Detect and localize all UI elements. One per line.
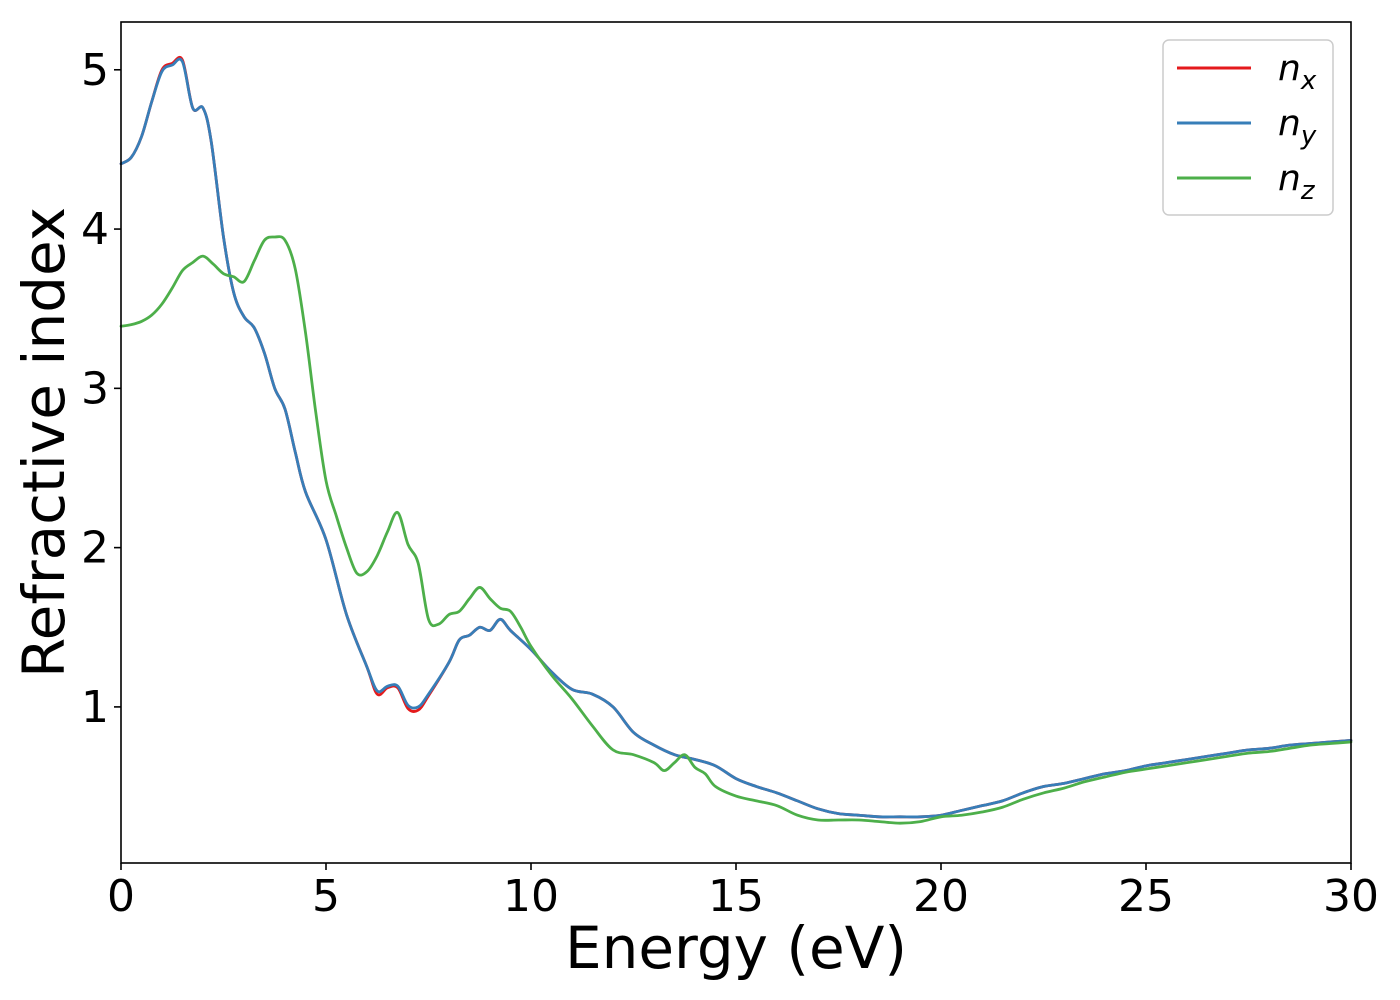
series-lines [119,55,1353,825]
y-tick-label: 2 [81,523,109,574]
x-tick-label: 20 [913,871,969,922]
y-tick-label: 3 [81,363,109,414]
y-tick-label: 1 [81,682,109,733]
x-tick-label: 5 [312,871,340,922]
x-tick-label: 10 [503,871,559,922]
legend-label-subscript: z [1300,176,1316,206]
legend-label-base: n [1278,158,1301,199]
y-tick-label: 4 [81,204,109,255]
legend-label-z: nz [1278,158,1316,206]
legend-label-base: n [1278,48,1301,89]
series-line-z [119,235,1353,825]
legend-label-subscript: x [1300,66,1317,96]
legend-box [1162,39,1334,216]
y-tick-label: 5 [81,45,109,96]
x-tick-label: 30 [1323,871,1379,922]
plot-area [121,22,1351,863]
y-axis-title: Refractive index [10,207,78,678]
legend-label-y: ny [1278,103,1317,151]
plot-frame [120,21,1352,864]
x-tick-label: 25 [1118,871,1174,922]
x-axis: 0 5 10 15 20 25 30 [107,863,1379,922]
series-line-y [119,57,1353,819]
y-axis: 1 2 3 4 5 [81,45,121,733]
x-tick-label: 0 [107,871,135,922]
legend-label-x: nx [1278,48,1317,96]
legend-label-subscript: y [1300,121,1317,151]
x-tick-label: 15 [708,871,764,922]
x-axis-title: Energy (eV) [565,914,907,982]
legend-label-base: n [1278,103,1301,144]
